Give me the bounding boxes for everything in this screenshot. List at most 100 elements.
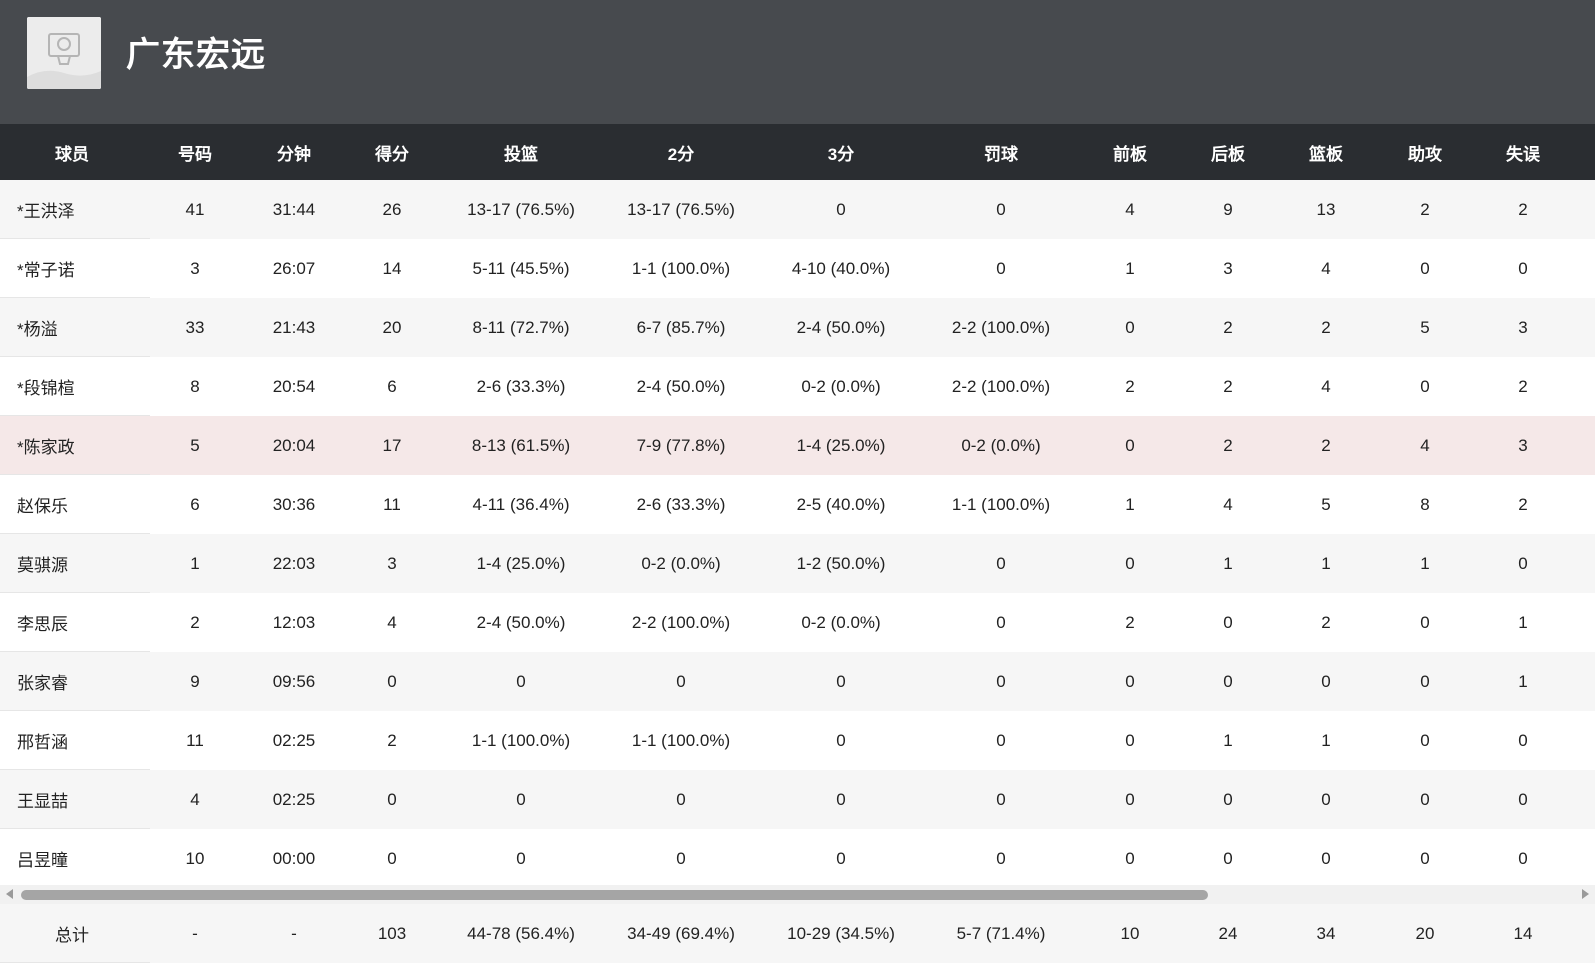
cell-tov: 2	[1518, 376, 1528, 396]
cell-off-reb: 0	[1125, 789, 1135, 809]
cell-ast: 0	[1420, 671, 1430, 691]
cell-minutes: 22:03	[272, 553, 316, 573]
cell-fg: 4-11 (36.4%)	[472, 494, 570, 514]
cell-tov: 3	[1518, 317, 1528, 337]
cell-ft: 2-2 (100.0%)	[951, 376, 1051, 396]
cell-fg: 1-4 (25.0%)	[476, 553, 566, 573]
cell-minutes: 26:07	[272, 258, 316, 278]
cell-fg: 5-11 (45.5%)	[472, 258, 570, 278]
cell-number: 2	[190, 612, 200, 632]
cell-player: 王显喆	[17, 792, 68, 811]
cell-number: 10	[185, 848, 205, 868]
cell-tov: 1	[1518, 671, 1528, 691]
total-off-reb: 10	[1120, 923, 1140, 943]
cell-points: 0	[387, 789, 397, 809]
total-reb: 34	[1316, 923, 1336, 943]
cell-off-reb: 0	[1125, 317, 1135, 337]
table-row: 李思辰 2 12:03 4 2-4 (50.0%) 2-2 (100.0%) 0-2 (0.…	[0, 593, 1595, 652]
cell-three-pt: 4-10 (40.0%)	[791, 258, 891, 278]
cell-tov: 0	[1518, 258, 1528, 278]
cell-reb: 0	[1321, 848, 1331, 868]
cell-def-reb: 4	[1223, 494, 1233, 514]
row-divider	[0, 651, 150, 652]
cell-points: 0	[387, 671, 397, 691]
cell-def-reb: 0	[1223, 671, 1233, 691]
cell-three-pt: 2-4 (50.0%)	[796, 317, 886, 337]
cell-points: 17	[382, 435, 402, 455]
cell-points: 0	[387, 848, 397, 868]
cell-tov: 2	[1518, 199, 1528, 219]
cell-two-pt: 0	[676, 671, 686, 691]
cell-off-reb: 0	[1125, 553, 1135, 573]
column-header-off-reb: 前板	[1113, 144, 1147, 164]
cell-off-reb: 1	[1125, 494, 1135, 514]
row-divider	[0, 769, 150, 770]
cell-reb: 5	[1321, 494, 1331, 514]
cell-tov: 1	[1518, 612, 1528, 632]
total-tov: 14	[1513, 923, 1533, 943]
cell-ft: 0	[996, 553, 1006, 573]
table-row: 吕昱曈 10 00:00 0 0 0 0 0 0 0 0 0 0	[0, 829, 1595, 888]
row-divider	[0, 592, 150, 593]
cell-points: 20	[382, 317, 402, 337]
column-header-points: 得分	[375, 144, 409, 164]
cell-off-reb: 1	[1125, 258, 1135, 278]
column-header-two-pt: 2分	[667, 144, 695, 164]
column-header-ast: 助攻	[1408, 144, 1442, 164]
cell-ast: 0	[1420, 848, 1430, 868]
total-number: -	[192, 923, 198, 943]
cell-ast: 0	[1420, 730, 1430, 750]
cell-def-reb: 0	[1223, 848, 1233, 868]
cell-player: *常子诺	[17, 261, 75, 280]
cell-two-pt: 2-2 (100.0%)	[631, 612, 731, 632]
horizontal-scrollbar[interactable]	[0, 885, 1595, 904]
team-logo-icon	[27, 17, 101, 89]
scroll-right-arrow-icon[interactable]	[1582, 889, 1589, 899]
cell-three-pt: 2-5 (40.0%)	[796, 494, 886, 514]
cell-two-pt: 7-9 (77.8%)	[636, 435, 726, 455]
cell-def-reb: 0	[1223, 789, 1233, 809]
column-header-def-reb: 后板	[1211, 144, 1245, 164]
table-row: 张家睿 9 09:56 0 0 0 0 0 0 0 0 0 1	[0, 652, 1595, 711]
column-header-tov: 失误	[1506, 144, 1540, 164]
cell-two-pt: 1-1 (100.0%)	[631, 730, 731, 750]
cell-def-reb: 2	[1223, 376, 1233, 396]
cell-tov: 0	[1518, 789, 1528, 809]
cell-def-reb: 0	[1223, 612, 1233, 632]
cell-minutes: 21:43	[272, 317, 316, 337]
cell-three-pt: 1-4 (25.0%)	[796, 435, 886, 455]
scrollbar-thumb[interactable]	[21, 890, 1208, 900]
cell-reb: 4	[1321, 376, 1331, 396]
cell-player: *陈家政	[17, 438, 75, 457]
cell-player: 李思辰	[17, 615, 68, 634]
cell-player: 张家睿	[17, 674, 68, 693]
cell-points: 2	[387, 730, 397, 750]
cell-number: 11	[186, 730, 204, 750]
cell-off-reb: 2	[1125, 612, 1135, 632]
cell-number: 6	[190, 494, 200, 514]
row-divider	[0, 415, 150, 416]
row-divider	[0, 533, 150, 534]
cell-ast: 1	[1420, 553, 1430, 573]
cell-three-pt: 1-2 (50.0%)	[796, 553, 886, 573]
cell-minutes: 30:36	[272, 494, 316, 514]
table-row: *王洪泽 41 31:44 26 13-17 (76.5%) 13-17 (76.5%) 0…	[0, 180, 1595, 239]
cell-fg: 0	[516, 789, 526, 809]
cell-two-pt: 1-1 (100.0%)	[631, 258, 731, 278]
total-player: 总计	[55, 926, 89, 945]
total-ft: 5-7 (71.4%)	[956, 923, 1046, 943]
table-row: *陈家政 5 20:04 17 8-13 (61.5%) 7-9 (77.8%) 1-4 (…	[0, 416, 1595, 475]
cell-off-reb: 4	[1125, 199, 1135, 219]
cell-number: 33	[185, 317, 205, 337]
column-header-ft: 罚球	[984, 144, 1018, 164]
cell-tov: 0	[1518, 730, 1528, 750]
table-row: *杨溢 33 21:43 20 8-11 (72.7%) 6-7 (85.7%) 2-4 (…	[0, 298, 1595, 357]
cell-two-pt: 13-17 (76.5%)	[627, 199, 735, 219]
cell-off-reb: 0	[1125, 730, 1135, 750]
cell-ft: 0-2 (0.0%)	[961, 435, 1041, 455]
total-fg: 44-78 (56.4%)	[467, 923, 575, 943]
cell-reb: 2	[1321, 435, 1331, 455]
scroll-left-arrow-icon[interactable]	[6, 889, 13, 899]
cell-def-reb: 3	[1223, 258, 1233, 278]
cell-ast: 0	[1420, 612, 1430, 632]
